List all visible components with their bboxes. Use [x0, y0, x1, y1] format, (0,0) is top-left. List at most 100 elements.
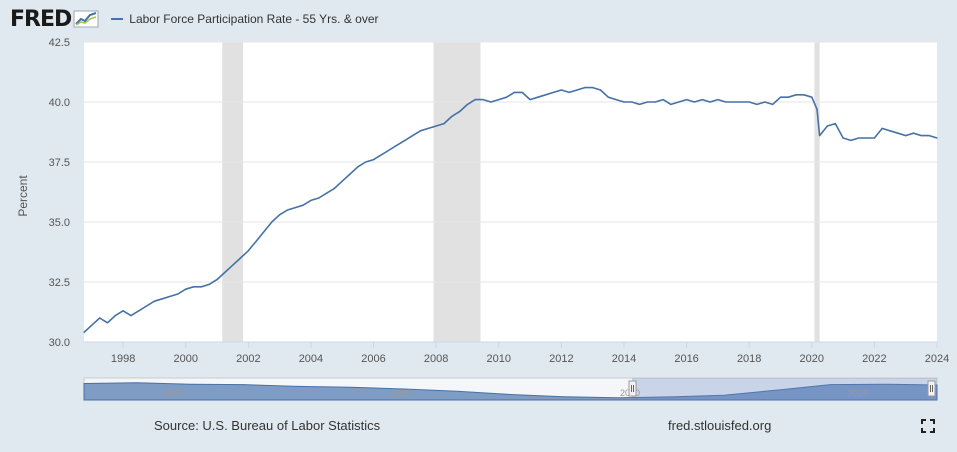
- legend-label: Labor Force Participation Rate - 55 Yrs.…: [129, 12, 379, 26]
- data-point: [748, 101, 750, 103]
- data-point: [224, 271, 226, 273]
- x-tick-label: 2008: [424, 353, 448, 365]
- data-point: [396, 144, 398, 146]
- data-point: [756, 103, 758, 105]
- navigator-handle-left[interactable]: [628, 380, 637, 397]
- data-point: [451, 115, 453, 117]
- x-tick-label: 2022: [862, 353, 886, 365]
- plot-area: [84, 42, 937, 342]
- data-point: [764, 101, 766, 103]
- data-point: [83, 331, 85, 333]
- data-point: [787, 96, 789, 98]
- data-point: [816, 108, 818, 110]
- data-point: [615, 99, 617, 101]
- fullscreen-icon[interactable]: [920, 418, 936, 434]
- data-point: [161, 298, 163, 300]
- data-point: [310, 199, 312, 201]
- data-point: [639, 103, 641, 105]
- data-point: [200, 286, 202, 288]
- data-point: [404, 139, 406, 141]
- data-point: [819, 135, 821, 137]
- logo-text: FRED: [10, 6, 72, 32]
- data-point: [897, 132, 899, 134]
- data-point: [717, 99, 719, 101]
- legend[interactable]: Labor Force Participation Rate - 55 Yrs.…: [111, 12, 379, 26]
- y-tick-label: 42.5: [49, 37, 70, 49]
- data-point: [646, 101, 649, 103]
- data-point: [889, 130, 891, 132]
- data-point: [513, 91, 516, 93]
- y-tick-label: 32.5: [49, 277, 70, 289]
- data-point: [114, 315, 116, 317]
- data-point: [365, 161, 367, 163]
- data-point: [928, 135, 930, 137]
- navigator-handle-right[interactable]: [927, 380, 936, 397]
- data-point: [873, 137, 875, 139]
- navigator-series: [83, 382, 938, 401]
- data-point: [560, 89, 562, 91]
- site-link[interactable]: fred.stlouisfed.org: [668, 418, 772, 433]
- data-point: [435, 125, 437, 127]
- y-tick-label: 30.0: [49, 337, 70, 349]
- data-point: [122, 310, 124, 312]
- data-point: [599, 89, 602, 91]
- recession-band: [433, 42, 481, 342]
- data-point: [709, 101, 711, 103]
- data-point: [725, 101, 727, 103]
- data-point: [858, 137, 860, 139]
- data-point: [505, 96, 508, 98]
- data-point: [936, 137, 938, 139]
- data-point: [842, 137, 844, 139]
- data-point: [106, 322, 109, 324]
- navigator-selection[interactable]: [632, 378, 937, 400]
- data-point: [232, 264, 234, 266]
- data-point: [216, 279, 218, 281]
- data-point: [146, 305, 148, 307]
- navigator-label: 2020: [848, 388, 868, 398]
- data-point: [529, 99, 531, 101]
- data-point: [208, 283, 210, 285]
- recession-shading: [84, 42, 937, 342]
- data-point: [349, 173, 351, 175]
- data-point: [740, 101, 742, 103]
- navigator-label: 1960: [164, 388, 184, 398]
- y-tick-label: 35.0: [49, 217, 70, 229]
- data-point: [631, 101, 633, 103]
- data-point: [91, 324, 93, 326]
- data-point: [881, 127, 883, 129]
- data-point: [490, 101, 492, 103]
- data-point: [357, 166, 359, 168]
- data-point: [247, 250, 249, 252]
- data-point: [607, 96, 609, 98]
- data-point: [670, 103, 672, 105]
- recession-band: [222, 42, 244, 342]
- data-point: [865, 137, 868, 139]
- navigator-label: 1980: [392, 388, 412, 398]
- data-point: [811, 96, 813, 98]
- x-tick-label: 2010: [487, 353, 511, 365]
- data-point: [302, 204, 304, 206]
- data-point: [795, 94, 797, 96]
- data-point: [592, 87, 594, 89]
- chart-header: FRED Labor Force Participation Rate - 55…: [10, 6, 379, 32]
- x-tick-label: 2020: [800, 353, 824, 365]
- data-point: [521, 91, 523, 93]
- fred-logo[interactable]: FRED: [10, 7, 99, 32]
- data-point: [185, 288, 187, 290]
- legend-swatch: [111, 18, 124, 20]
- x-tick-label: 2018: [737, 353, 761, 365]
- data-point: [779, 96, 782, 98]
- data-point: [826, 125, 829, 127]
- data-point: [333, 187, 336, 189]
- data-point: [576, 89, 578, 91]
- data-point: [286, 209, 289, 211]
- data-point: [169, 295, 171, 297]
- data-point: [732, 101, 735, 103]
- data-point: [905, 135, 907, 137]
- data-point: [443, 123, 445, 125]
- navigator[interactable]: 1960198020002020: [83, 377, 938, 401]
- y-tick-label: 40.0: [49, 97, 70, 109]
- data-point: [341, 180, 343, 182]
- data-point: [568, 91, 570, 93]
